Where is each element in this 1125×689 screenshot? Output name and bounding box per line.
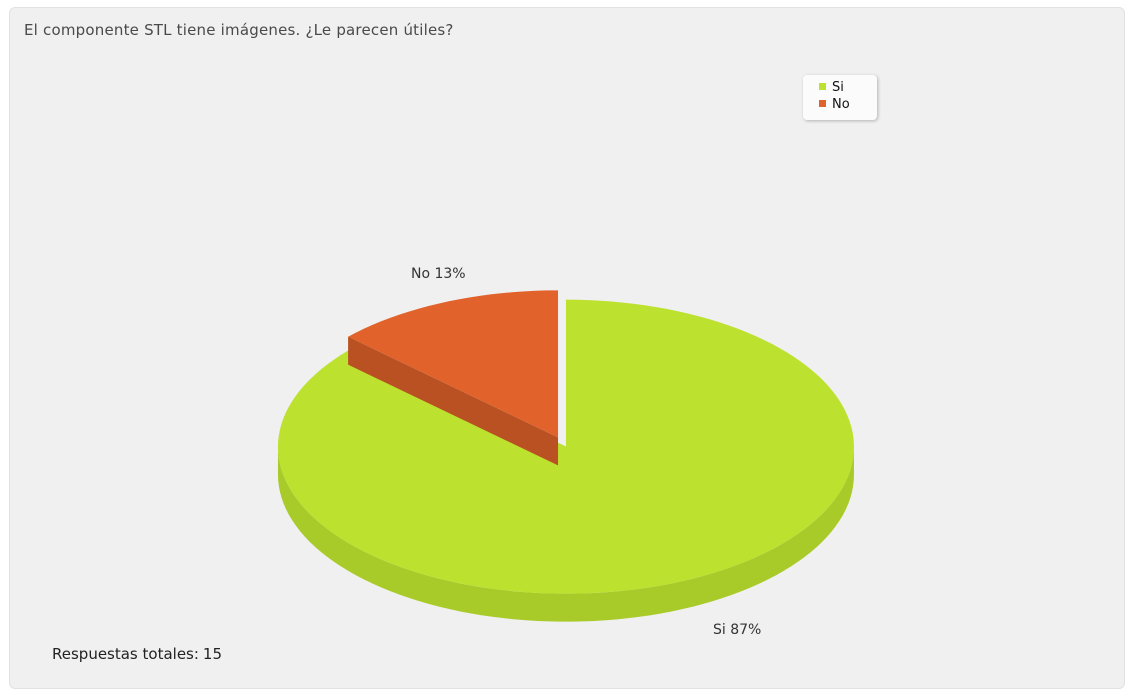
- total-responses: Respuestas totales: 15: [48, 645, 222, 663]
- pie-chart: Si 87% No 13%: [0, 0, 1125, 675]
- slice-label-si: Si 87%: [713, 622, 761, 638]
- total-label: Respuestas totales:: [52, 645, 199, 663]
- slice-label-no: No 13%: [411, 266, 466, 282]
- total-value: 15: [203, 645, 222, 663]
